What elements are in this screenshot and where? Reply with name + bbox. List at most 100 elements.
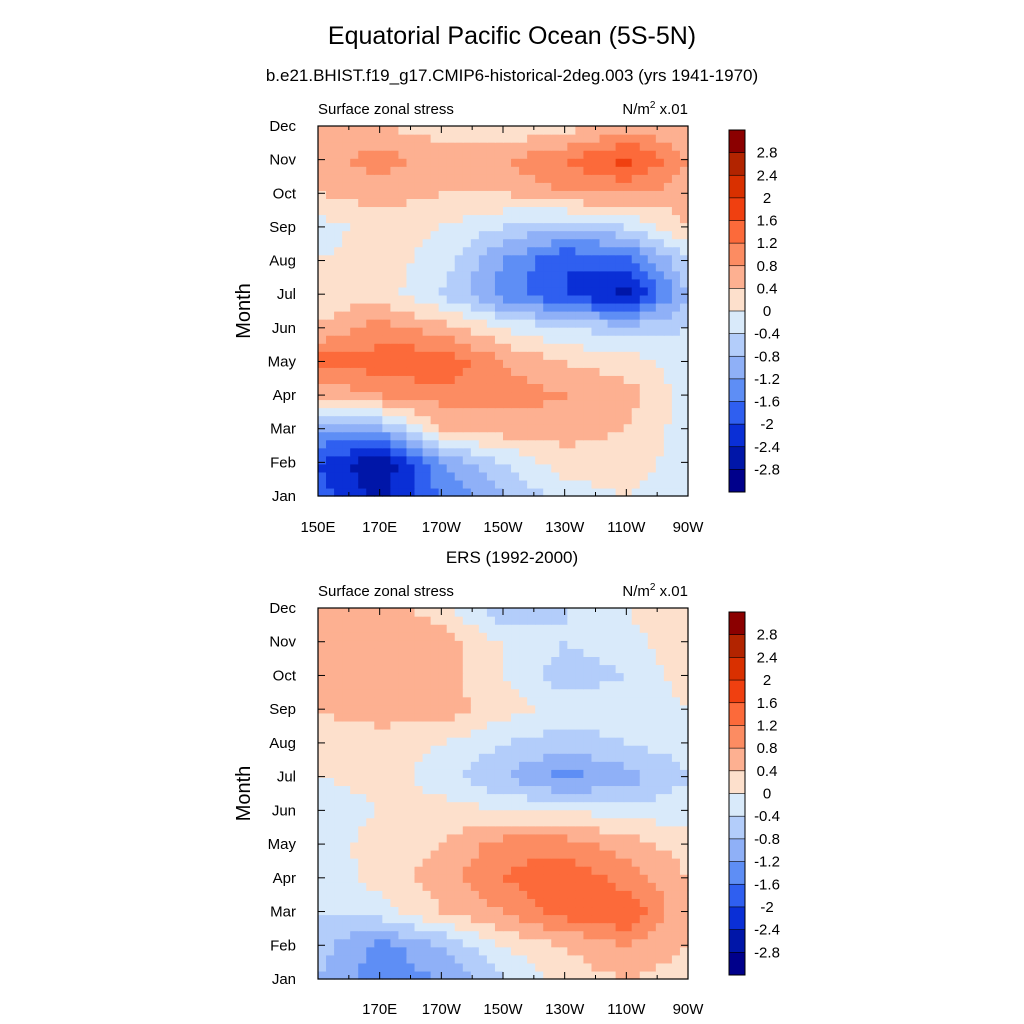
heatmap-cell — [334, 230, 343, 240]
heatmap-cell — [543, 359, 552, 368]
heatmap-cell — [422, 254, 432, 264]
heatmap-cell — [478, 858, 488, 867]
heatmap-cell — [326, 198, 335, 208]
heatmap-cell — [390, 954, 400, 964]
heatmap-cell — [663, 930, 673, 940]
heatmap-cell — [535, 166, 544, 175]
heatmap-cell — [366, 278, 375, 288]
heatmap-cell — [551, 238, 560, 248]
heatmap-cell — [478, 222, 488, 232]
heatmap-cell — [679, 150, 689, 159]
heatmap-cell — [527, 254, 536, 264]
heatmap-cell — [519, 769, 528, 778]
heatmap-cell — [334, 190, 343, 199]
heatmap-cell — [551, 214, 560, 224]
heatmap-cell — [358, 801, 367, 811]
heatmap-cell — [503, 882, 512, 891]
heatmap-cell — [334, 809, 343, 819]
heatmap-cell — [559, 319, 568, 328]
heatmap-cell — [519, 126, 528, 135]
heatmap-cell — [671, 640, 681, 649]
heatmap-cell — [342, 608, 351, 617]
heatmap-cell — [470, 126, 480, 135]
heatmap-cell — [647, 841, 657, 851]
heatmap-cell — [342, 930, 351, 940]
heatmap-cell — [567, 423, 576, 433]
heatmap-cell — [503, 656, 512, 666]
heatmap-cell — [671, 914, 681, 924]
heatmap-cell — [358, 311, 367, 320]
heatmap-cell — [647, 801, 657, 811]
heatmap-cell — [390, 970, 400, 980]
heatmap-cell — [503, 825, 512, 835]
heatmap-cell — [342, 737, 351, 746]
heatmap-cell — [607, 720, 617, 730]
heatmap-cell — [398, 302, 408, 312]
heatmap-cell — [527, 487, 536, 497]
heatmap-cell — [374, 640, 383, 649]
heatmap-cell — [406, 656, 416, 666]
heatmap-cell — [575, 817, 585, 827]
heatmap-cell — [382, 375, 391, 384]
heatmap-cell — [454, 351, 464, 360]
heatmap-cell — [478, 455, 488, 465]
heatmap-cell — [527, 608, 536, 617]
heatmap-cell — [591, 825, 601, 835]
heatmap-cell — [446, 206, 456, 216]
heatmap-cell — [615, 962, 625, 972]
heatmap-cell — [454, 190, 464, 199]
heatmap-cell — [462, 327, 472, 336]
heatmap-cell — [334, 278, 343, 288]
heatmap-cell — [446, 423, 456, 433]
heatmap-cell — [398, 182, 408, 191]
heatmap-cell — [655, 648, 665, 657]
heatmap-cell — [366, 399, 375, 409]
heatmap-cell — [430, 616, 440, 625]
heatmap-cell — [390, 720, 400, 730]
heatmap-cell — [679, 938, 689, 948]
heatmap-cell — [374, 415, 383, 425]
heatmap-cell — [374, 914, 383, 924]
heatmap-cell — [567, 238, 576, 248]
heatmap-cell — [511, 262, 520, 272]
heatmap-cell — [342, 833, 351, 843]
heatmap-cell — [462, 825, 472, 835]
heatmap-cell — [486, 946, 496, 956]
heatmap-cell — [326, 922, 335, 932]
heatmap-cell — [511, 447, 520, 457]
heatmap-cell — [591, 246, 601, 256]
heatmap-cell — [366, 391, 375, 401]
heatmap-cell — [647, 174, 657, 183]
heatmap-cell — [470, 158, 480, 167]
heatmap-cell — [527, 214, 536, 224]
heatmap-cell — [350, 841, 359, 851]
heatmap-cell — [575, 672, 585, 682]
heatmap-cell — [639, 407, 649, 417]
heatmap-cell — [647, 278, 657, 288]
heatmap-cell — [503, 946, 512, 956]
heatmap-cell — [647, 335, 657, 344]
heatmap-cell — [462, 664, 472, 674]
heatmap-cell — [414, 680, 424, 690]
heatmap-cell — [671, 407, 681, 417]
heatmap-cell — [462, 801, 472, 811]
heatmap-cell — [382, 335, 391, 344]
heatmap-cell — [366, 166, 375, 175]
heatmap-cell — [342, 616, 351, 625]
heatmap-cell — [679, 608, 689, 617]
heatmap-cell — [414, 962, 424, 972]
heatmap-cell — [318, 664, 327, 674]
heatmap-cell — [511, 882, 520, 891]
heatmap-cell — [486, 737, 496, 746]
heatmap-cell — [406, 294, 416, 304]
heatmap-cell — [326, 319, 335, 328]
heatmap-cell — [430, 343, 440, 352]
heatmap-cell — [342, 793, 351, 803]
heatmap-cell — [470, 753, 480, 762]
heatmap-cell — [398, 455, 408, 465]
heatmap-cell — [599, 367, 609, 376]
heatmap-cell — [639, 246, 649, 256]
heatmap-cell — [390, 841, 400, 851]
heatmap-cell — [583, 415, 593, 425]
heatmap-cell — [527, 849, 536, 859]
